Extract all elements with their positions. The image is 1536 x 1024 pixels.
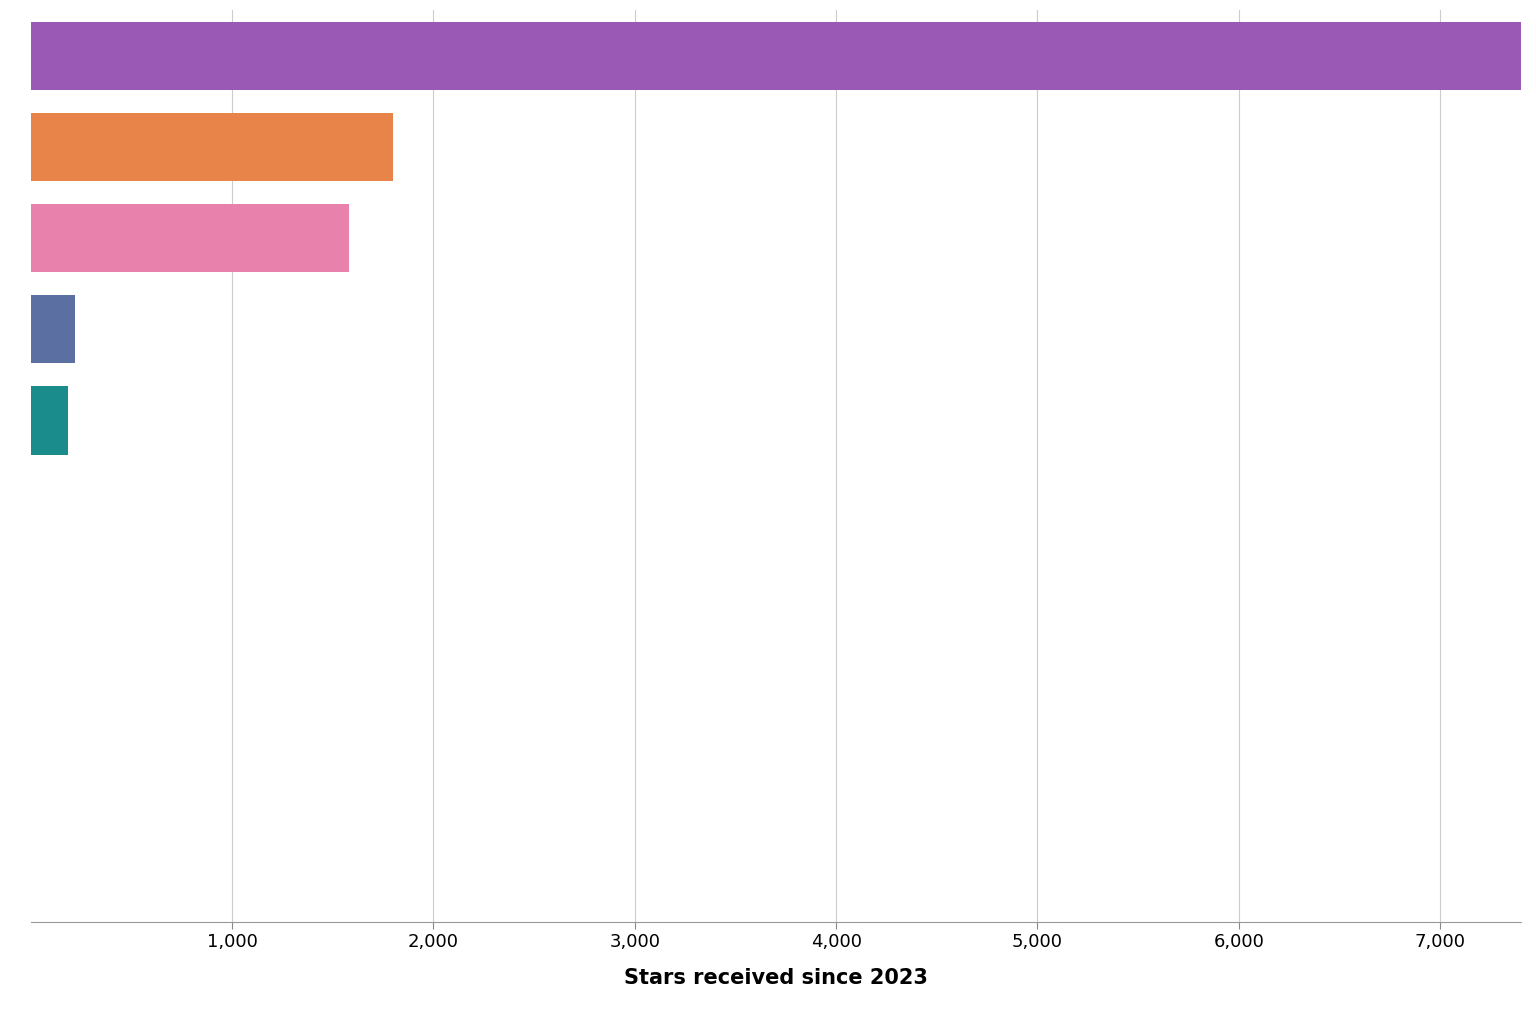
Bar [31,386,68,455]
Bar [31,22,1536,90]
Bar [31,204,349,272]
Bar [31,113,393,181]
X-axis label: Stars received since 2023: Stars received since 2023 [624,968,928,988]
Bar [31,295,75,364]
